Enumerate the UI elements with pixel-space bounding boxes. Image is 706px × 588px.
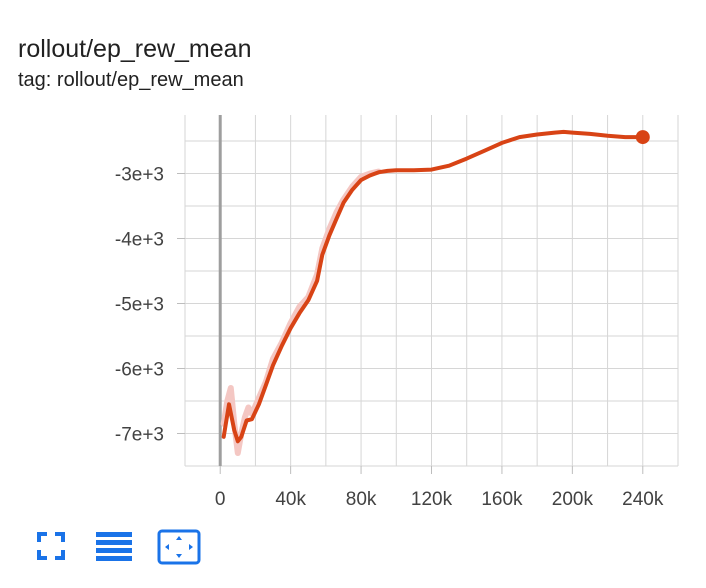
plot-area: -7e+3 -6e+3 -5e+3 -4e+3 -3e+3 0 40k 80k 120k 160k… (115, 115, 679, 510)
y-tick-label: -7e+3 (115, 425, 164, 446)
toggle-log-scale-icon[interactable] (96, 528, 132, 564)
y-tick-label: -3e+3 (115, 165, 164, 186)
x-tick-label: 0 (215, 489, 226, 510)
x-tick-label: 120k (411, 489, 453, 510)
x-tick-label: 40k (275, 489, 306, 510)
chart-title: rollout/ep_rew_mean (18, 35, 252, 63)
x-tick-label: 160k (481, 489, 523, 510)
x-tick-label: 240k (622, 489, 664, 510)
smoothed-series-line (221, 129, 645, 444)
y-tick-label: -6e+3 (115, 360, 164, 381)
y-tick-label: -5e+3 (115, 295, 164, 316)
fullscreen-icon[interactable] (33, 528, 69, 564)
y-tick-label: -4e+3 (115, 230, 164, 251)
x-tick-label: 80k (346, 489, 377, 510)
chart-tag: tag: rollout/ep_rew_mean (18, 69, 244, 91)
x-tick-label: 200k (552, 489, 594, 510)
fit-domain-icon[interactable] (156, 528, 202, 566)
last-point-marker (635, 130, 650, 145)
